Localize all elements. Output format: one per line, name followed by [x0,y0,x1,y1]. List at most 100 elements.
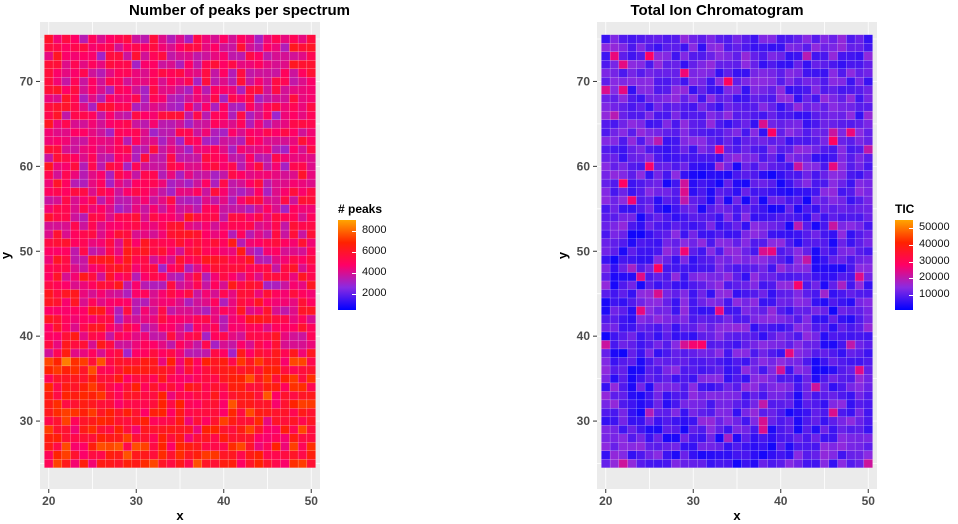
heatmap-cell [149,289,159,299]
heatmap-cell [280,127,290,137]
heatmap-cell [793,331,803,341]
heatmap-cell [149,76,159,86]
heatmap-cell [96,127,106,137]
heatmap-cell [131,144,141,154]
heatmap-cell [662,459,672,468]
heatmap-cell [114,85,124,95]
heatmap-cell [280,119,290,129]
heatmap-cell [819,391,830,401]
heatmap-cell [227,306,238,316]
heatmap-cell [741,450,751,460]
heatmap-cell [636,450,646,460]
heatmap-cell [653,136,663,146]
heatmap-plot: 203040503040506070xy [0,22,320,523]
heatmap-cell [732,229,742,239]
heatmap-cell [609,136,620,146]
heatmap-cell [793,51,803,61]
heatmap-cell [706,170,716,180]
heatmap-cell [662,280,672,290]
heatmap-cell [636,102,646,112]
heatmap-cell [776,382,786,392]
heatmap-cell [79,110,89,120]
heatmap-cell [618,246,628,256]
heatmap-cell [61,442,71,451]
heatmap-cell [749,289,760,299]
heatmap-cell [609,442,620,451]
heatmap-cell [245,450,255,460]
heatmap-cell [96,399,106,409]
heatmap-cell [837,187,847,197]
heatmap-cell [245,433,255,443]
heatmap-cell [157,43,168,52]
heatmap-cell [166,374,176,384]
heatmap-cell [767,144,777,154]
heatmap-cell [854,374,865,384]
heatmap-cell [662,357,672,367]
heatmap-cell [671,374,681,384]
x-tick-label: 30 [687,494,701,508]
heatmap-cell [262,178,273,188]
heatmap-cell [306,382,316,392]
heatmap-cell [70,76,80,86]
heatmap-cell [149,365,159,375]
heatmap-cell [671,399,681,409]
heatmap-cell [688,102,698,112]
heatmap-cell [44,246,54,256]
heatmap-cell [706,212,716,222]
heatmap-cell [609,85,620,95]
heatmap-cell [157,399,168,409]
heatmap-cell [758,348,768,358]
heatmap-cell [280,229,290,239]
heatmap-cell [254,212,264,222]
heatmap-cell [644,306,655,316]
heatmap-cell [671,170,681,180]
heatmap-cell [105,416,115,426]
heatmap-cell [793,408,803,418]
heatmap-cell [87,272,98,282]
heatmap-cell [671,178,681,188]
heatmap-cell [157,289,168,299]
heatmap-cell [741,365,751,375]
heatmap-cell [227,144,238,154]
heatmap-cell [210,263,220,273]
heatmap-cell [131,238,141,248]
heatmap-cell [87,68,98,78]
heatmap-cell [122,297,133,307]
heatmap-cell [697,272,707,282]
heatmap-cell [863,374,873,384]
heatmap-cell [105,102,115,112]
heatmap-cell [609,255,620,265]
heatmap-cell [802,144,812,154]
heatmap-cell [149,153,159,163]
heatmap-cell [157,110,168,120]
heatmap-cell [732,399,742,409]
heatmap-cell [122,187,133,197]
heatmap-cell [811,450,821,460]
heatmap-cell [802,85,812,95]
heatmap-cell [679,221,690,231]
heatmap-cell [105,238,115,248]
heatmap-cell [157,127,168,137]
heatmap-cell [767,127,777,137]
heatmap-cell [114,357,124,367]
heatmap-cell [688,374,698,384]
heatmap-cell [819,43,830,52]
heatmap-cell [140,221,150,231]
heatmap-cell [863,43,873,52]
heatmap-cell [297,119,308,129]
heatmap-cell [306,204,316,214]
heatmap-cell [52,433,63,443]
heatmap-cell [105,85,115,95]
heatmap-cell [280,153,290,163]
heatmap-cell [828,93,838,103]
heatmap-cell [114,212,124,222]
heatmap-cell [166,314,176,324]
heatmap-cell [306,60,316,69]
y-tick-label: 50 [20,244,34,258]
legend-colorbar [895,220,913,310]
heatmap-cell [706,289,716,299]
heatmap-cell [627,365,637,375]
heatmap-cell [271,297,281,307]
heatmap-cell [723,246,733,256]
heatmap-cell [697,153,707,163]
